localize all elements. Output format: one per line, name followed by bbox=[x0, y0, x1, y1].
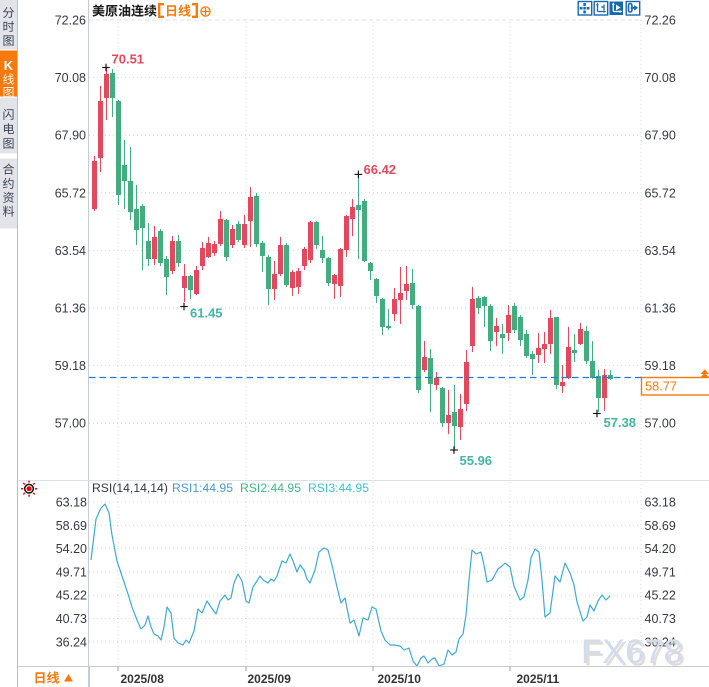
svg-text:49.71: 49.71 bbox=[645, 565, 676, 579]
svg-text:59.18: 59.18 bbox=[645, 359, 676, 373]
svg-text:57.38: 57.38 bbox=[604, 415, 637, 430]
svg-text:RSI1:44.95: RSI1:44.95 bbox=[172, 481, 233, 495]
svg-text:65.72: 65.72 bbox=[645, 186, 676, 200]
svg-text:40.73: 40.73 bbox=[56, 612, 87, 626]
svg-text:63.54: 63.54 bbox=[645, 244, 676, 258]
svg-text:58.69: 58.69 bbox=[645, 519, 676, 533]
svg-text:K: K bbox=[4, 58, 14, 73]
svg-text:59.18: 59.18 bbox=[55, 359, 86, 373]
svg-text:FX678: FX678 bbox=[584, 636, 686, 674]
svg-text:70.08: 70.08 bbox=[55, 71, 86, 85]
svg-text:63.18: 63.18 bbox=[645, 496, 676, 510]
svg-text:2025/08: 2025/08 bbox=[121, 672, 165, 686]
svg-text:61.36: 61.36 bbox=[645, 302, 676, 316]
svg-text:54.20: 54.20 bbox=[56, 542, 87, 556]
svg-text:63.54: 63.54 bbox=[55, 244, 86, 258]
svg-text:2025/09: 2025/09 bbox=[248, 672, 292, 686]
svg-text:70.08: 70.08 bbox=[645, 71, 676, 85]
svg-text:58.69: 58.69 bbox=[56, 519, 87, 533]
svg-text:40.73: 40.73 bbox=[645, 612, 676, 626]
svg-text:45.22: 45.22 bbox=[56, 589, 87, 603]
svg-text:55.96: 55.96 bbox=[460, 453, 493, 468]
svg-text:58.77: 58.77 bbox=[645, 379, 677, 394]
svg-text:63.18: 63.18 bbox=[56, 496, 87, 510]
svg-text:FX678: FX678 bbox=[581, 633, 683, 671]
svg-text:57.00: 57.00 bbox=[645, 417, 676, 431]
svg-text:RSI(14,14,14): RSI(14,14,14) bbox=[92, 481, 168, 495]
svg-text:RSI2:44.95: RSI2:44.95 bbox=[240, 481, 301, 495]
svg-text:2025/11: 2025/11 bbox=[517, 672, 560, 686]
svg-text:57.00: 57.00 bbox=[55, 417, 86, 431]
svg-text:72.26: 72.26 bbox=[645, 14, 676, 28]
svg-text:2025/10: 2025/10 bbox=[378, 672, 422, 686]
svg-text:49.71: 49.71 bbox=[56, 565, 87, 579]
svg-text:61.36: 61.36 bbox=[55, 302, 86, 316]
svg-text:36.24: 36.24 bbox=[645, 635, 676, 649]
svg-text:61.45: 61.45 bbox=[190, 306, 223, 321]
svg-text:RSI3:44.95: RSI3:44.95 bbox=[308, 481, 369, 495]
svg-text:70.51: 70.51 bbox=[112, 52, 145, 67]
svg-text:54.20: 54.20 bbox=[645, 542, 676, 556]
svg-text:67.90: 67.90 bbox=[645, 129, 676, 143]
svg-text:36.24: 36.24 bbox=[56, 635, 87, 649]
svg-text:45.22: 45.22 bbox=[645, 589, 676, 603]
svg-text:72.26: 72.26 bbox=[55, 14, 86, 28]
svg-text:65.72: 65.72 bbox=[55, 186, 86, 200]
svg-text:67.90: 67.90 bbox=[55, 129, 86, 143]
svg-text:66.42: 66.42 bbox=[364, 162, 397, 177]
